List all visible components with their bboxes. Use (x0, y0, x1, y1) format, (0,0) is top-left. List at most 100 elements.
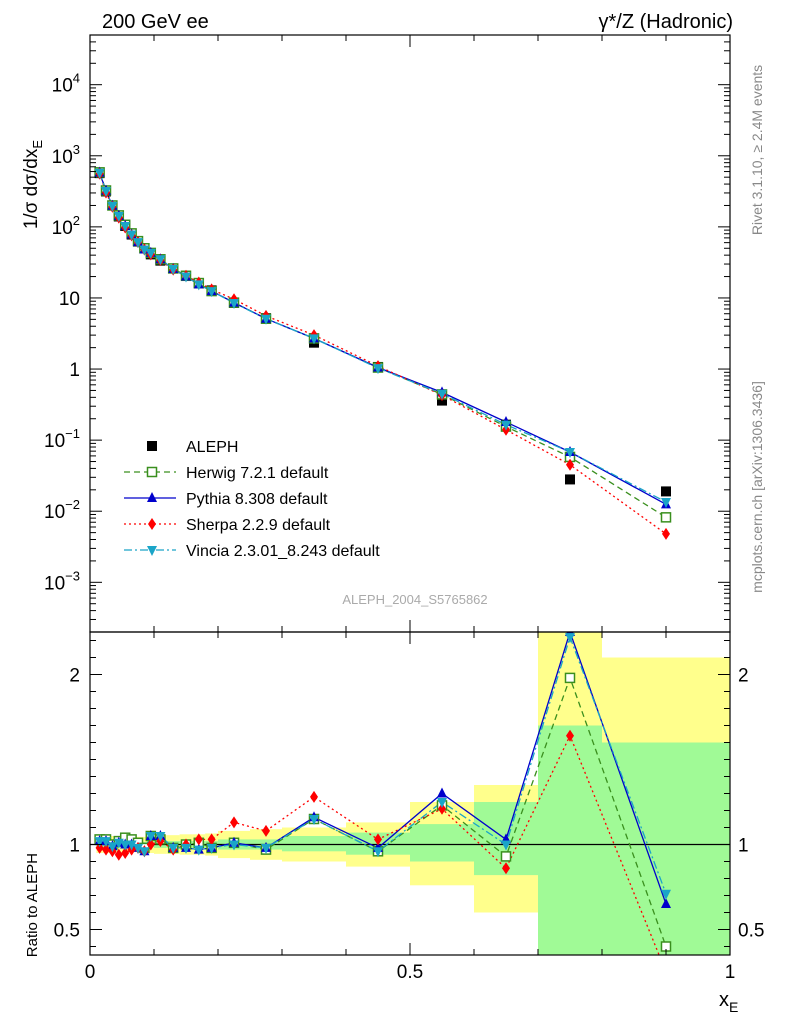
x-axis-label: xE (719, 989, 738, 1015)
stat-uncertainty-band (282, 836, 346, 852)
ratio-y-tick-label-right: 0.5 (738, 921, 764, 942)
ratio-point-s3 (181, 843, 191, 854)
ratio-series-markers (94, 632, 672, 978)
ratio-point-s3 (309, 815, 319, 825)
main-point-s4 (107, 201, 118, 212)
main-point-s4 (373, 364, 383, 375)
main-y-axis-label: 1/σ dσ/dxE (21, 140, 45, 230)
ratio-point-s2 (114, 848, 123, 861)
ratio-point-s3 (155, 832, 166, 842)
x-tick-label: 0.5 (397, 962, 423, 983)
ratio-point-s2 (374, 833, 382, 846)
main-point-s4 (309, 334, 319, 345)
legend: ALEPH Herwig 7.2.1 default Pythia 8.308 de… (124, 439, 380, 560)
ratio-point-s3 (139, 847, 150, 858)
header-left-title: 200 GeV ee (102, 11, 209, 33)
ratio-y-tick-label-right: 2 (738, 666, 749, 687)
y-tick-label: 103 (52, 142, 80, 168)
ratio-point-s0 (500, 851, 512, 862)
ratio-point-s3 (193, 845, 204, 856)
x-tick-label: 0 (85, 962, 96, 983)
ratio-point-s2 (502, 862, 510, 875)
main-point-s4 (155, 255, 166, 266)
y-tick-label: 10−1 (44, 426, 80, 452)
legend-label: Herwig 7.2.1 default (186, 465, 329, 482)
main-point-s4 (94, 168, 105, 179)
ratio-point-s2 (438, 802, 446, 815)
main-point-s4 (261, 314, 271, 325)
rivet-label: Rivet 3.1.10, ≥ 2.4M events (749, 65, 765, 235)
main-point-s1 (660, 512, 672, 523)
ratio-point-s3 (661, 889, 671, 900)
legend-marker (147, 546, 157, 556)
ratio-y-tick-label: 1 (69, 836, 80, 857)
legend-marker (147, 492, 157, 502)
ratio-point-s2 (566, 729, 574, 742)
main-point-s4 (565, 448, 575, 459)
main-point-s4 (206, 287, 217, 298)
ratio-line-3 (99, 635, 667, 895)
ratio-point-s2 (310, 790, 318, 803)
main-point-s4 (661, 497, 671, 508)
axis-ticks (89, 34, 731, 955)
main-point-s4 (437, 389, 447, 400)
main-point-s4 (126, 230, 137, 241)
ratio-point-s3 (373, 847, 383, 858)
ratio-point-s3 (501, 840, 511, 851)
ratio-point-s2 (262, 824, 270, 837)
main-point-s4 (181, 272, 191, 283)
ratio-point-s0 (564, 672, 576, 684)
ratio-point-s3 (120, 840, 131, 851)
ratio-point-s3 (206, 843, 217, 854)
header-right-title: γ*/Z (Hadronic) (599, 11, 733, 33)
y-tick-label: 10−2 (44, 497, 80, 523)
main-series-markers (94, 166, 672, 540)
ratio-point-s1 (437, 787, 447, 798)
ratio-point-s3 (565, 633, 575, 644)
ratio-point-s2 (121, 847, 130, 859)
y-tick-label: 10 (59, 289, 80, 310)
main-point-s4 (145, 248, 156, 259)
ratio-point-s2 (207, 833, 216, 846)
ratio-y-tick-label: 0.5 (54, 921, 80, 942)
stat-uncertainty-band (410, 824, 474, 862)
ratio-point-s3 (126, 840, 137, 851)
main-point-s0 (565, 474, 575, 485)
main-line-2 (98, 172, 667, 505)
main-point-s3 (662, 527, 670, 540)
ratio-point-s2 (662, 966, 670, 978)
y-tick-label: 104 (52, 71, 80, 97)
ratio-point-s3 (133, 843, 143, 854)
main-point-s4 (120, 221, 131, 232)
main-point-s4 (193, 280, 204, 291)
main-point-s4 (501, 420, 511, 431)
main-point-s4 (168, 265, 179, 276)
legend-label: ALEPH (186, 439, 238, 456)
ratio-point-s3 (94, 837, 105, 848)
ratio-point-s3 (437, 798, 447, 808)
ratio-point-s2 (194, 833, 203, 846)
ratio-line-2 (99, 734, 660, 955)
main-point-s0 (661, 486, 671, 497)
ratio-y-axis-label: Ratio to ALEPH (24, 853, 41, 957)
legend-marker (147, 441, 157, 451)
ratio-point-s2 (102, 843, 110, 856)
main-point-s3 (566, 458, 574, 471)
legend-label: Pythia 8.308 default (186, 491, 328, 508)
main-series-lines (98, 172, 667, 535)
y-tick-label: 102 (52, 213, 80, 239)
ratio-point-s1 (661, 898, 671, 908)
legend-label: Vincia 2.3.01_8.243 default (186, 543, 380, 560)
main-point-s4 (139, 245, 150, 256)
main-point-s4 (113, 212, 124, 223)
ratio-y-tick-label-right: 1 (738, 836, 749, 857)
legend-marker (146, 466, 158, 478)
main-point-s4 (133, 238, 143, 249)
watermark: ALEPH_2004_S5765862 (342, 592, 487, 607)
x-tick-label: 1 (725, 962, 736, 983)
mcplots-label: mcplots.cern.ch [arXiv:1306.3436] (749, 381, 765, 593)
ratio-point-s3 (168, 843, 179, 854)
legend-label: Sherpa 2.2.9 default (186, 517, 331, 534)
